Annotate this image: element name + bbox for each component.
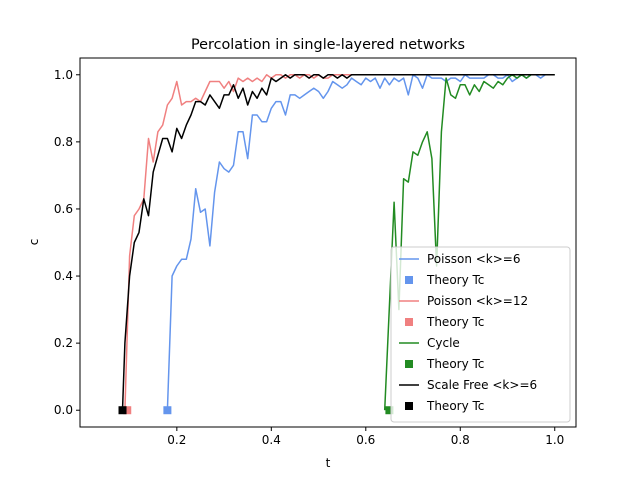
x-tick-label: 0.6: [356, 433, 375, 447]
x-tick-label: 1.0: [545, 433, 564, 447]
legend: Poisson <k>=6 Theory Tc Poisson <k>=12 Theo…: [390, 246, 571, 423]
series-line-scale-free-k-6: [121, 74, 555, 411]
y-axis-label: c: [27, 239, 41, 246]
y-tick-label: 0.2: [54, 336, 73, 350]
y-tick-label: 0.0: [54, 403, 73, 417]
legend-marker-swatch: [405, 276, 413, 284]
theory-tc-marker: [123, 406, 132, 415]
x-axis-ticks: 0.2 0.4 0.6 0.8 1.0: [167, 427, 564, 447]
x-axis-label: t: [326, 456, 331, 470]
theory-tc-marker: [385, 406, 394, 415]
y-tick-label: 0.4: [54, 269, 73, 283]
series-line-cycle: [383, 74, 555, 411]
legend-label: Theory Tc: [426, 399, 484, 413]
theory-marker-layer: [118, 406, 394, 415]
chart-title: Percolation in single-layered networks: [191, 37, 465, 53]
y-axis-ticks: 0.0 0.2 0.4 0.6 0.8 1.0: [54, 68, 80, 417]
legend-marker-swatch: [405, 318, 413, 326]
y-tick-label: 1.0: [54, 68, 73, 82]
legend-label: Cycle: [427, 336, 460, 350]
y-tick-label: 0.8: [54, 135, 73, 149]
x-tick-label: 0.8: [451, 433, 470, 447]
legend-label: Scale Free <k>=6: [427, 378, 537, 392]
legend-label: Poisson <k>=6: [427, 252, 521, 266]
legend-label: Poisson <k>=12: [427, 294, 528, 308]
y-tick-label: 0.6: [54, 202, 73, 216]
legend-marker-swatch: [405, 402, 413, 410]
theory-tc-marker: [163, 406, 172, 415]
legend-box: [390, 246, 571, 423]
theory-tc-marker: [118, 406, 127, 415]
legend-marker-swatch: [405, 360, 413, 368]
x-tick-label: 0.4: [262, 433, 281, 447]
legend-label: Theory Tc: [426, 357, 484, 371]
x-tick-label: 0.2: [167, 433, 186, 447]
legend-label: Theory Tc: [426, 315, 484, 329]
series-layer: [121, 74, 555, 411]
legend-label: Theory Tc: [426, 273, 484, 287]
axes-frame: [79, 57, 577, 428]
plot-area: [118, 74, 555, 415]
